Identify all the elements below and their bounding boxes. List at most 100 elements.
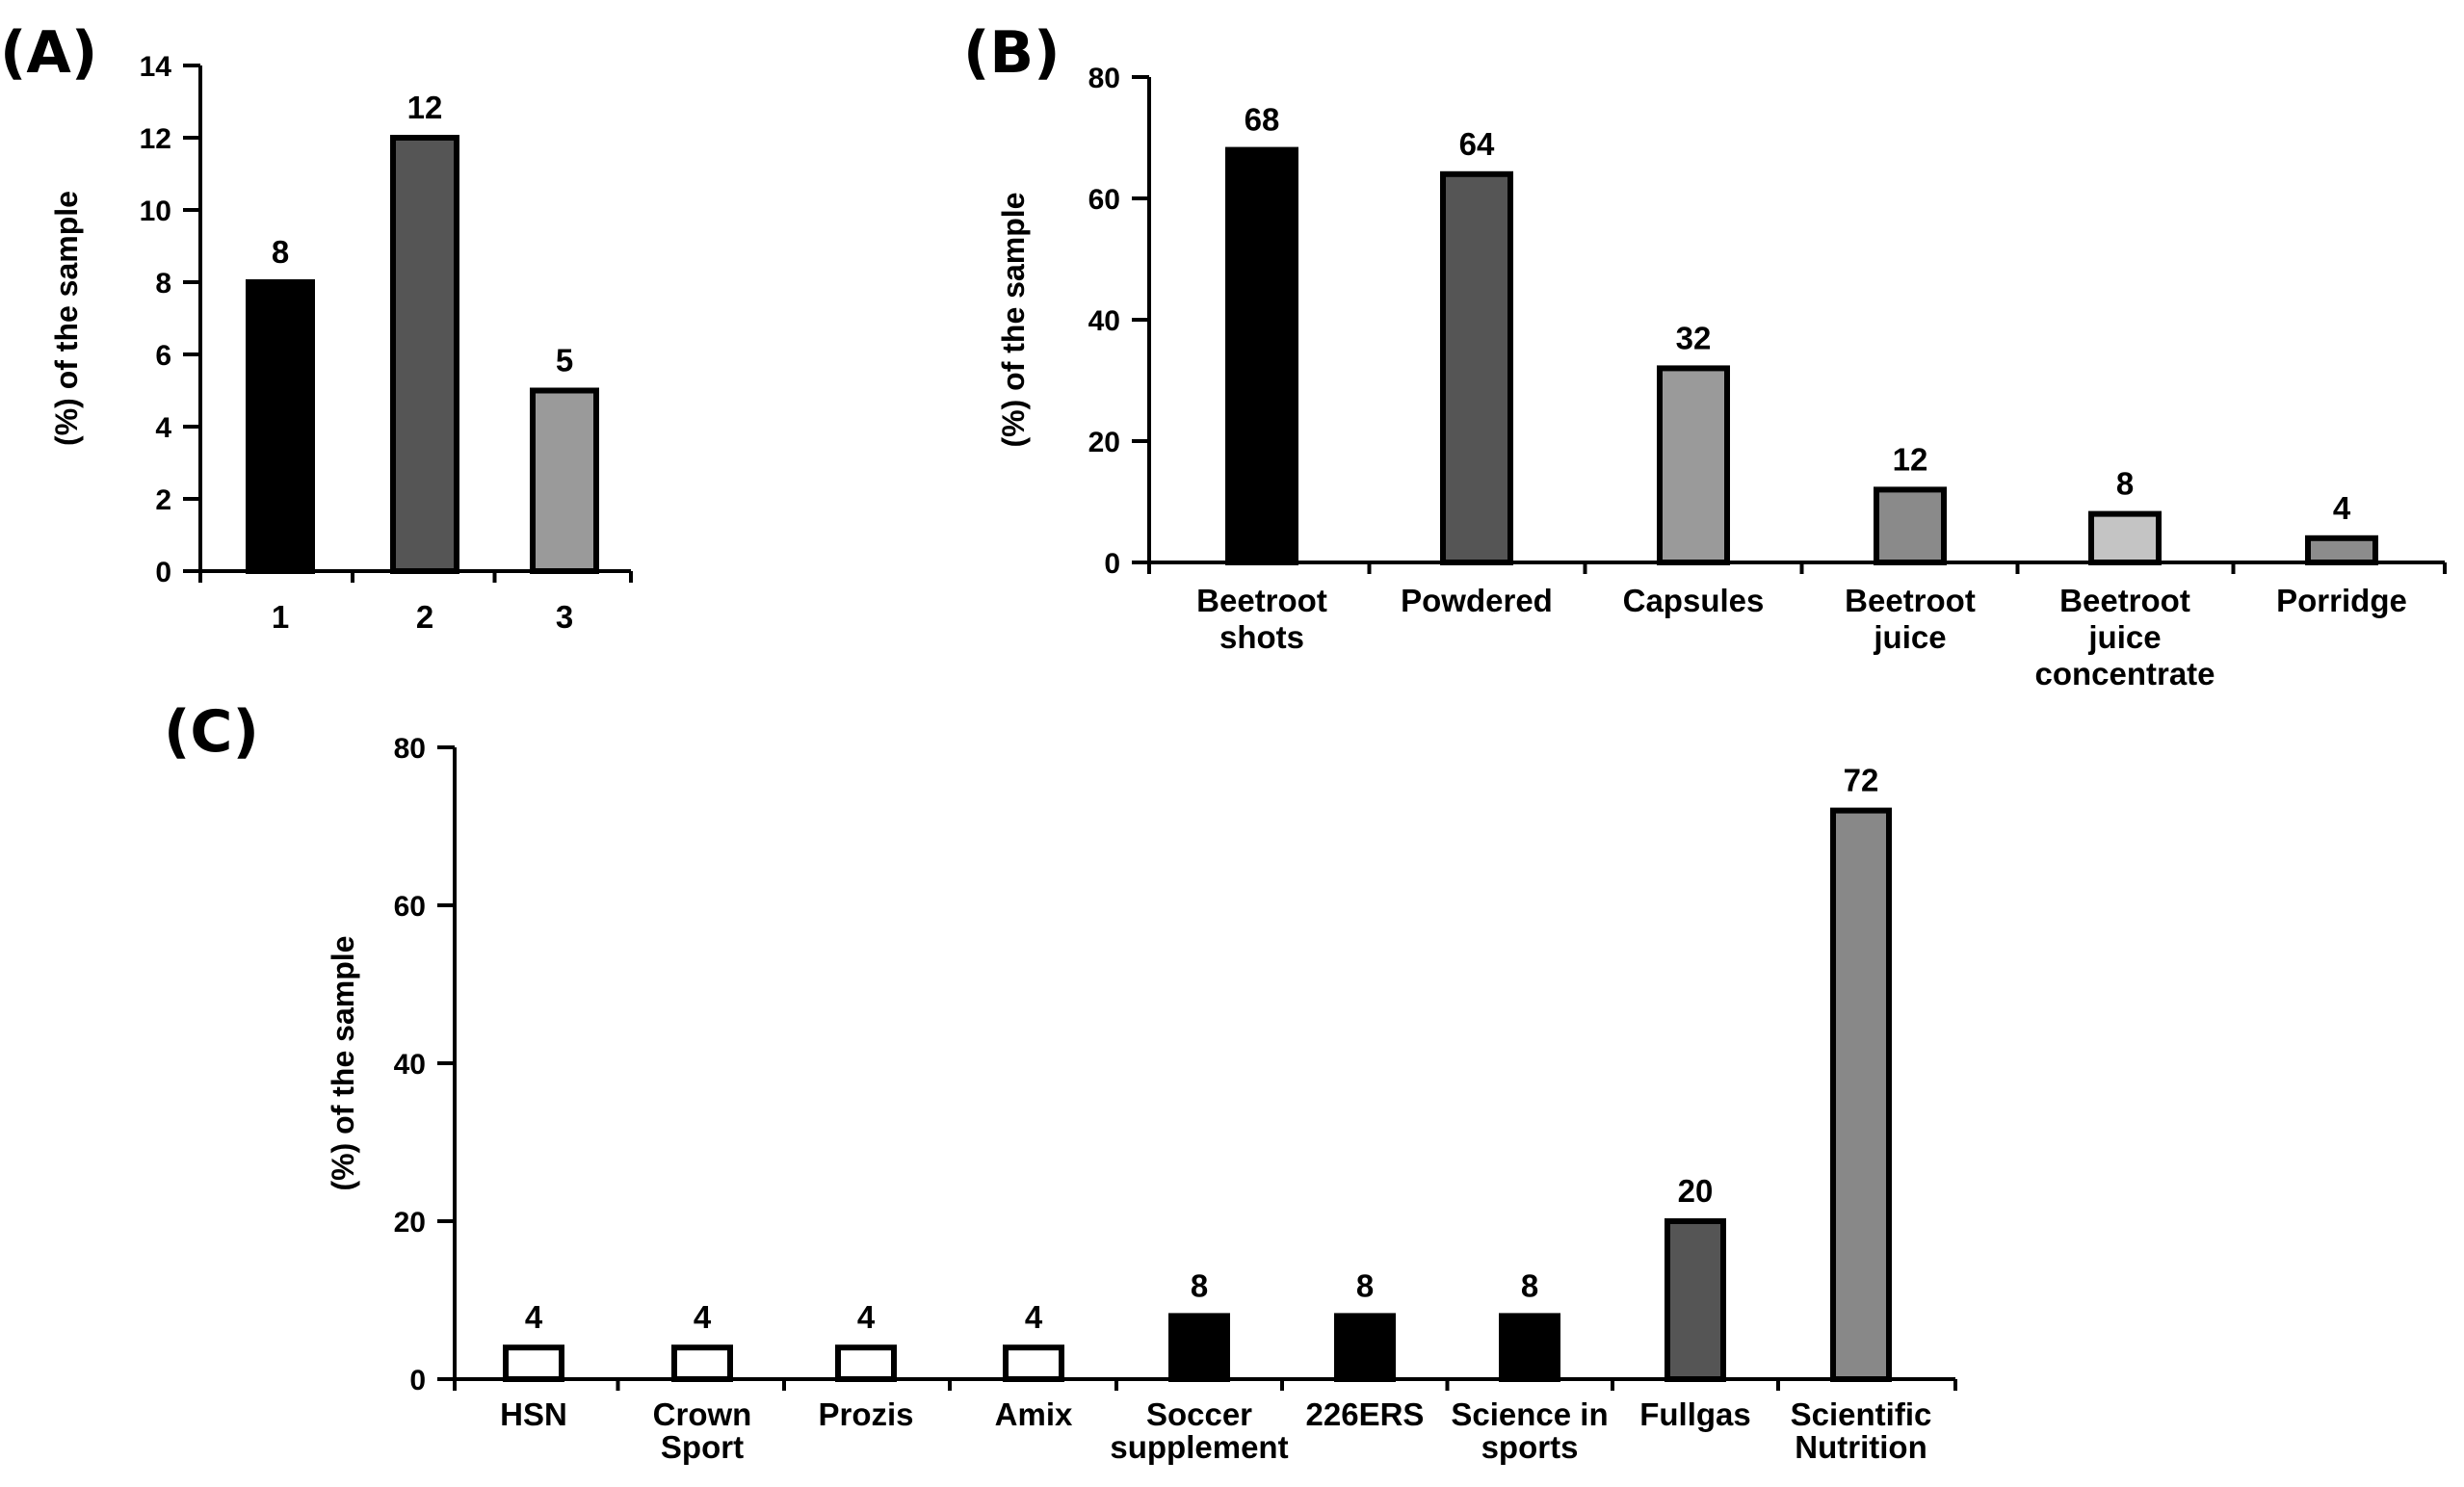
panel-b-bar — [1440, 170, 1513, 566]
panel-c-category-label-line: Sport — [661, 1429, 744, 1465]
panel-a-category-label: 1 — [272, 599, 289, 635]
panel-a-y-tick-label: 4 — [155, 412, 171, 444]
panel-b-category-label: Beetroot juice — [1845, 583, 1976, 655]
panel-a-chart: (A) (%) of the sample 0 2 4 6 8 10 12 14 8 1 12 2 5 3 — [0, 19, 633, 635]
panel-c-value-label: 8 — [1356, 1267, 1374, 1303]
panel-b-y-tick-label: 0 — [1104, 548, 1120, 580]
panel-c-bar — [503, 1344, 564, 1382]
panel-c-value-label: 4 — [525, 1299, 543, 1335]
panel-b-value-label: 4 — [2333, 490, 2351, 526]
panel-c-category-label: HSN — [500, 1396, 567, 1432]
panel-b-category-label: Beetroot juice concentrate — [2034, 583, 2215, 691]
panel-b-category-label-line: concentrate — [2034, 656, 2215, 691]
panel-c-category-label: 226ERS — [1306, 1396, 1425, 1432]
panel-b-category-label-line: juice — [2087, 619, 2161, 655]
panel-b-value-label: 8 — [2116, 466, 2134, 502]
panel-c-y-axis-title: (%) of the sample — [326, 936, 360, 1191]
panel-c-category-label: Fullgas — [1639, 1396, 1751, 1432]
panel-a-bar — [530, 387, 599, 574]
panel-c-category-label: Prozis — [818, 1396, 913, 1432]
panel-b-bar — [1225, 146, 1298, 565]
panel-a-category-label-line: 3 — [556, 599, 573, 635]
panel-b-category-label-line: Beetroot — [1845, 583, 1976, 618]
panel-a-category-label: 2 — [416, 599, 433, 635]
panel-b-bar — [1874, 486, 1947, 565]
panel-c-category-label-line: Amix — [995, 1396, 1073, 1432]
panel-b-y-tick-label: 80 — [1088, 63, 1120, 94]
panel-a-value-label: 8 — [272, 234, 289, 270]
panel-b-value-label: 12 — [1893, 441, 1928, 477]
panel-a-y-tick-label: 12 — [140, 123, 171, 155]
panel-a-label: (A) — [0, 19, 97, 87]
panel-c-category-label-line: supplement — [1110, 1429, 1288, 1465]
panel-c-y-tick-label: 60 — [394, 891, 426, 923]
panel-c-category-label-line: Science in — [1451, 1396, 1608, 1432]
panel-b-bar — [2088, 510, 2162, 565]
panel-a-y-tick-label: 14 — [140, 51, 172, 83]
panel-c-category-label-line: Fullgas — [1639, 1396, 1751, 1432]
panel-c-value-label: 4 — [694, 1299, 712, 1335]
panel-b-y-tick-label: 20 — [1088, 427, 1120, 458]
panel-b-value-label: 32 — [1676, 320, 1712, 355]
panel-a-y-tick-label: 8 — [155, 268, 171, 300]
panel-a-bar — [390, 135, 459, 574]
panel-c-value-label: 8 — [1191, 1267, 1208, 1303]
panel-c-label: (C) — [164, 698, 259, 766]
panel-a-category-label-line: 2 — [416, 599, 433, 635]
panel-c-category-label: Scientific Nutrition — [1791, 1396, 1932, 1465]
panel-b-y-tick-label: 40 — [1088, 305, 1120, 337]
panel-b-bar — [2305, 535, 2378, 565]
panel-c-category-label: Science in sports — [1451, 1396, 1608, 1465]
panel-c-y-tick-label: 0 — [409, 1365, 426, 1396]
panel-c-category-label-line: Crown — [653, 1396, 752, 1432]
panel-c-bar — [1665, 1218, 1726, 1382]
panel-a-y-tick-label: 0 — [155, 557, 171, 588]
panel-c-value-label: 72 — [1844, 763, 1879, 798]
panel-a-y-axis-title: (%) of the sample — [49, 191, 84, 446]
panel-c-category-label-line: Scientific — [1791, 1396, 1932, 1432]
panel-b-bar — [1657, 365, 1730, 565]
panel-c-bar — [1830, 807, 1892, 1382]
panel-b-category-label-line: Capsules — [1623, 583, 1765, 618]
panel-b-category-label-line: Beetroot — [1196, 583, 1327, 618]
panel-b-category-label-line: shots — [1219, 619, 1304, 655]
panel-b-category-label: Powdered — [1401, 583, 1553, 618]
panel-c-y-tick-label: 40 — [394, 1049, 426, 1081]
panel-b-category-label: Beetroot shots — [1196, 583, 1327, 655]
panel-c-y-tick-label: 20 — [394, 1207, 426, 1239]
panel-b-category-label: Porridge — [2276, 583, 2407, 618]
panel-c-bar — [1003, 1344, 1064, 1382]
panel-c-value-label: 4 — [857, 1299, 876, 1335]
panel-b-label: (B) — [963, 19, 1061, 87]
panel-c-bar — [835, 1344, 897, 1382]
panel-b-category-label-line: Beetroot — [2059, 583, 2190, 618]
panel-b-category-label-line: Porridge — [2276, 583, 2407, 618]
panel-b-value-label: 64 — [1459, 126, 1495, 162]
panel-c-category-label-line: Prozis — [818, 1396, 913, 1432]
panel-c-category-label: Amix — [995, 1396, 1073, 1432]
panel-a-value-label: 5 — [556, 343, 573, 378]
panel-c-category-label-line: Soccer — [1146, 1396, 1252, 1432]
panel-b-category-label-line: Powdered — [1401, 583, 1553, 618]
panel-b-value-label: 68 — [1245, 102, 1280, 138]
panel-a-y-tick-label: 2 — [155, 484, 171, 516]
panel-a-value-label: 12 — [407, 90, 443, 125]
panel-c-category-label: Crown Sport — [653, 1396, 752, 1465]
panel-c-category-label-line: Nutrition — [1795, 1429, 1927, 1465]
panel-c-bar — [1499, 1313, 1560, 1383]
panel-c-y-tick-label: 80 — [394, 733, 426, 765]
panel-b-y-tick-label: 60 — [1088, 184, 1120, 216]
panel-c-bar — [1334, 1313, 1396, 1383]
panel-c-category-label-line: 226ERS — [1306, 1396, 1425, 1432]
panel-a-y-tick-label: 6 — [155, 340, 171, 372]
panel-a-bar — [246, 279, 315, 574]
panel-a-y-tick-label: 10 — [140, 196, 171, 227]
panel-a-category-label-line: 1 — [272, 599, 289, 635]
panel-c-value-label: 4 — [1025, 1299, 1043, 1335]
panel-b-category-label: Capsules — [1623, 583, 1765, 618]
panel-c-category-label-line: HSN — [500, 1396, 567, 1432]
panel-c-bar — [671, 1344, 733, 1382]
